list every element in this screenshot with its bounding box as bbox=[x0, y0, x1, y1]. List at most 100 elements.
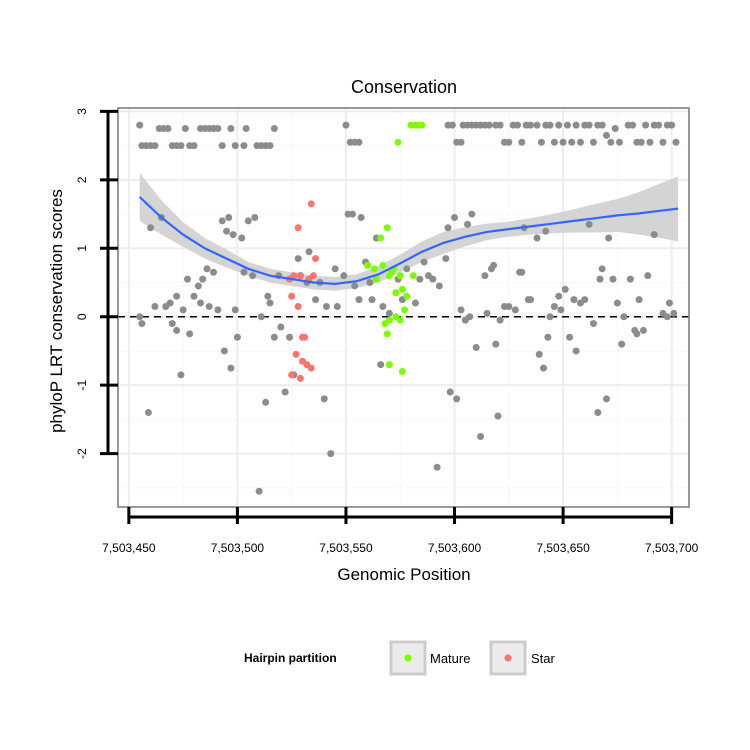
point-other bbox=[464, 220, 472, 228]
point-other bbox=[240, 268, 248, 276]
point-other bbox=[281, 388, 289, 396]
point-other bbox=[294, 255, 302, 263]
point-other bbox=[173, 292, 181, 300]
point-other bbox=[518, 268, 526, 276]
point-other bbox=[485, 121, 493, 129]
point-other bbox=[147, 224, 155, 232]
point-other bbox=[646, 138, 654, 146]
point-other bbox=[496, 121, 504, 129]
point-other bbox=[626, 275, 634, 283]
point-other bbox=[190, 292, 198, 300]
legend-title: Hairpin partition bbox=[244, 651, 337, 665]
point-other bbox=[637, 138, 645, 146]
point-other bbox=[659, 138, 667, 146]
point-other bbox=[620, 313, 628, 321]
point-other bbox=[333, 302, 341, 310]
point-mature bbox=[372, 275, 380, 283]
legend-point-star bbox=[504, 654, 512, 662]
point-other bbox=[331, 265, 339, 273]
point-other bbox=[355, 296, 363, 304]
plot-panel-border bbox=[117, 107, 690, 508]
point-mature bbox=[381, 320, 389, 328]
point-other bbox=[540, 364, 548, 372]
point-other bbox=[168, 320, 176, 328]
legend: Hairpin partition Mature Star bbox=[244, 640, 556, 676]
point-other bbox=[225, 214, 233, 222]
point-other bbox=[173, 326, 181, 334]
point-mature bbox=[370, 265, 378, 273]
point-other bbox=[505, 138, 513, 146]
x-tick-label: 7,503,700 bbox=[645, 541, 699, 555]
point-mature bbox=[383, 224, 391, 232]
point-other bbox=[533, 234, 541, 242]
point-other bbox=[607, 138, 615, 146]
point-other bbox=[568, 138, 576, 146]
point-other bbox=[576, 138, 584, 146]
point-other bbox=[203, 265, 211, 273]
point-other bbox=[672, 138, 680, 146]
point-other bbox=[466, 313, 474, 321]
point-other bbox=[492, 340, 500, 348]
y-tick-label: 3 bbox=[75, 108, 89, 115]
x-tick-label: 7,503,500 bbox=[211, 541, 265, 555]
point-mature bbox=[392, 289, 400, 297]
point-other bbox=[210, 268, 218, 276]
point-other bbox=[663, 313, 671, 321]
point-other bbox=[186, 330, 194, 338]
point-other bbox=[442, 255, 450, 263]
chart-title: Conservation bbox=[351, 77, 457, 97]
point-other bbox=[264, 292, 272, 300]
point-other bbox=[177, 142, 185, 150]
point-star bbox=[309, 272, 317, 280]
point-other bbox=[557, 306, 565, 314]
point-other bbox=[642, 121, 650, 129]
legend-label-mature: Mature bbox=[430, 651, 470, 666]
point-other bbox=[511, 306, 519, 314]
point-other bbox=[218, 142, 226, 150]
point-other bbox=[244, 217, 252, 225]
point-other bbox=[639, 326, 647, 334]
point-other bbox=[411, 299, 419, 307]
point-other bbox=[494, 412, 502, 420]
point-other bbox=[312, 296, 320, 304]
point-other bbox=[255, 487, 263, 495]
point-other bbox=[481, 272, 489, 280]
point-other bbox=[342, 121, 350, 129]
point-other bbox=[183, 275, 191, 283]
point-other bbox=[214, 306, 222, 314]
point-other bbox=[327, 450, 335, 458]
point-star bbox=[288, 292, 296, 300]
point-other bbox=[433, 463, 441, 471]
point-other bbox=[357, 214, 365, 222]
point-other bbox=[238, 234, 246, 242]
point-other bbox=[457, 306, 465, 314]
point-other bbox=[377, 361, 385, 369]
point-mature bbox=[383, 330, 391, 338]
point-other bbox=[138, 320, 146, 328]
point-mature bbox=[398, 367, 406, 375]
point-other bbox=[572, 347, 580, 355]
point-other bbox=[136, 313, 144, 321]
point-other bbox=[559, 138, 567, 146]
point-other bbox=[581, 296, 589, 304]
point-other bbox=[233, 333, 241, 341]
point-mature bbox=[394, 138, 402, 146]
legend-label-star: Star bbox=[531, 651, 556, 666]
point-other bbox=[446, 388, 454, 396]
point-other bbox=[616, 138, 624, 146]
point-other bbox=[611, 125, 619, 133]
point-other bbox=[305, 248, 313, 256]
point-other bbox=[605, 234, 613, 242]
x-tick-label: 7,503,650 bbox=[536, 541, 590, 555]
point-mature bbox=[364, 261, 372, 269]
y-tick-label: -2 bbox=[75, 448, 89, 459]
point-other bbox=[453, 395, 461, 403]
point-other bbox=[490, 261, 498, 269]
y-tick-label: 0 bbox=[75, 313, 89, 320]
x-axis-title: Genomic Position bbox=[337, 565, 470, 584]
point-other bbox=[266, 299, 274, 307]
point-other bbox=[320, 395, 328, 403]
point-mature bbox=[418, 121, 426, 129]
x-axis: 7,503,450 7,503,500 7,503,550 7,503,600 7,50… bbox=[102, 507, 699, 555]
point-other bbox=[518, 138, 526, 146]
